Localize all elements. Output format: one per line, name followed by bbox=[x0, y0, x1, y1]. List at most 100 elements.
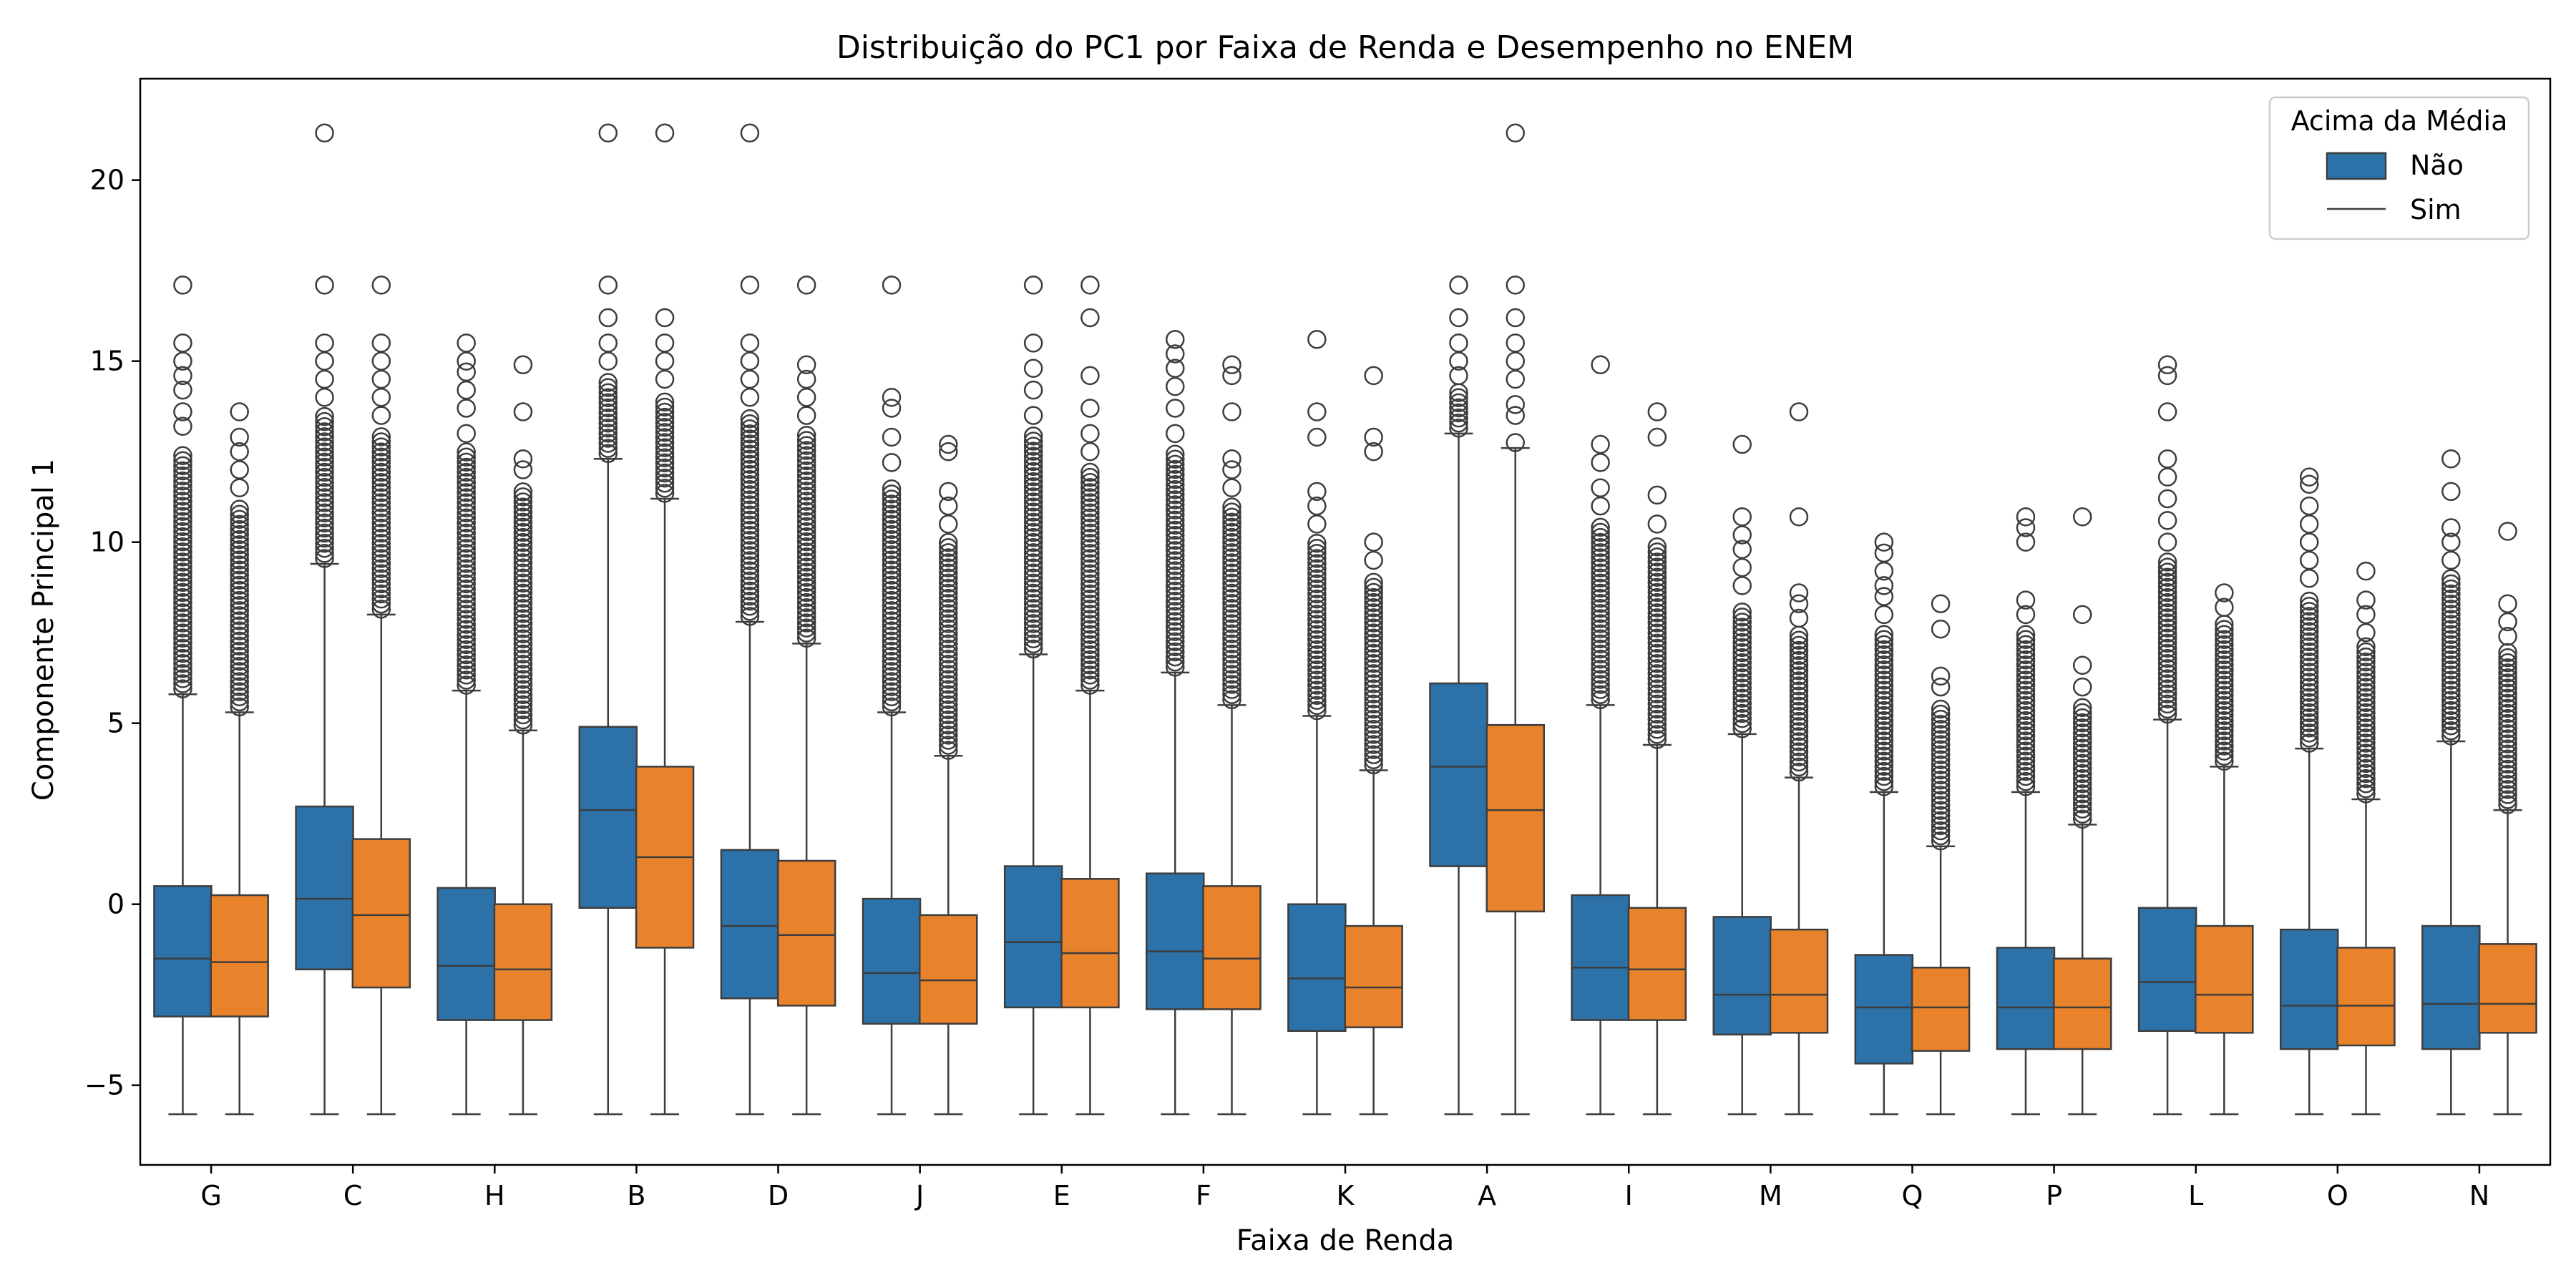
flier-point bbox=[457, 333, 476, 353]
flier-point bbox=[1307, 686, 1327, 705]
flier-point bbox=[513, 568, 533, 588]
flier-point bbox=[2157, 467, 2177, 487]
flier-point bbox=[2299, 693, 2319, 713]
flier-point bbox=[2016, 625, 2036, 644]
flier-point bbox=[457, 362, 476, 382]
flier-point bbox=[2441, 574, 2461, 594]
flier-point bbox=[740, 409, 760, 429]
flier-point bbox=[740, 586, 760, 606]
flier-point bbox=[655, 397, 675, 417]
flier-point bbox=[173, 366, 192, 386]
flier-point bbox=[1166, 632, 1185, 652]
flier-point bbox=[1307, 569, 1327, 589]
flier-point bbox=[230, 626, 249, 645]
flier-point bbox=[2441, 550, 2461, 570]
flier-point bbox=[457, 594, 476, 614]
flier-point bbox=[1307, 584, 1327, 604]
flier-point bbox=[230, 499, 249, 519]
flier-point bbox=[371, 539, 391, 558]
flier-point bbox=[1080, 424, 1100, 444]
flier-point bbox=[1789, 676, 1809, 696]
flier-point bbox=[1222, 502, 1241, 522]
flier-point bbox=[315, 518, 334, 538]
flier-point bbox=[1789, 691, 1809, 711]
flier-point bbox=[1789, 757, 1809, 777]
flier-point bbox=[1789, 661, 1809, 680]
flier-point bbox=[1023, 624, 1043, 643]
box-Sim-K bbox=[1344, 366, 1403, 1116]
flier-point bbox=[315, 472, 334, 492]
flier-point bbox=[371, 600, 391, 619]
flier-point bbox=[740, 414, 760, 434]
flier-point bbox=[315, 369, 334, 389]
flier-point bbox=[371, 589, 391, 609]
flier-point bbox=[1647, 537, 1667, 557]
flier-point bbox=[2498, 724, 2517, 743]
x-tick-label: A bbox=[1478, 1180, 1496, 1211]
flier-point bbox=[939, 609, 958, 628]
flier-point bbox=[2215, 701, 2234, 721]
flier-point bbox=[1874, 670, 1894, 690]
flier-point bbox=[2498, 658, 2517, 678]
flier-point bbox=[1023, 447, 1043, 467]
flier-point bbox=[1080, 670, 1100, 690]
flier-point bbox=[230, 692, 249, 712]
flier-point bbox=[1080, 467, 1100, 487]
flier-point bbox=[1931, 831, 1951, 851]
flier-point bbox=[2072, 748, 2092, 769]
flier-point bbox=[1080, 478, 1100, 497]
flier-point bbox=[1364, 577, 1383, 597]
flier-point bbox=[796, 592, 816, 613]
flier-point bbox=[1364, 623, 1383, 643]
flier-point bbox=[371, 369, 391, 389]
fliers bbox=[2498, 522, 2517, 814]
flier-point bbox=[2157, 557, 2177, 577]
flier-point bbox=[2498, 683, 2517, 703]
flier-point bbox=[371, 513, 391, 533]
flier-point bbox=[1364, 628, 1383, 648]
flier-point bbox=[1591, 434, 1610, 454]
flier-point bbox=[2441, 686, 2461, 705]
flier-point bbox=[1166, 581, 1185, 601]
flier-point bbox=[1080, 544, 1100, 563]
flier-point bbox=[882, 626, 902, 645]
flier-point bbox=[882, 530, 902, 550]
flier-point bbox=[1647, 694, 1667, 714]
flier-point bbox=[2072, 809, 2092, 829]
flier-point bbox=[2072, 728, 2092, 748]
flier-point bbox=[598, 351, 618, 371]
flier-point bbox=[1307, 594, 1327, 614]
box-Sim-F bbox=[1202, 355, 1262, 1116]
flier-point bbox=[2441, 569, 2461, 589]
flier-point bbox=[1874, 587, 1894, 606]
flier-point bbox=[2498, 653, 2517, 673]
flier-point bbox=[1449, 308, 1468, 328]
flier-point bbox=[2157, 628, 2177, 648]
flier-point bbox=[513, 527, 533, 547]
flier-point bbox=[1647, 485, 1667, 505]
flier-point bbox=[1080, 523, 1100, 543]
flier-point bbox=[655, 448, 675, 468]
flier-point bbox=[2299, 622, 2319, 641]
flier-point bbox=[1364, 613, 1383, 633]
flier-point bbox=[2157, 684, 2177, 703]
flier-point bbox=[2016, 518, 2036, 537]
flier-point bbox=[315, 411, 334, 431]
flier-point bbox=[1732, 698, 1752, 718]
flier-point bbox=[939, 685, 958, 704]
flier-point bbox=[1222, 685, 1241, 704]
flier-point bbox=[2072, 763, 2092, 784]
flier-point bbox=[1732, 613, 1752, 632]
flier-point bbox=[598, 419, 618, 438]
flier-point bbox=[2157, 366, 2177, 386]
flier-point bbox=[457, 447, 476, 467]
flier-point bbox=[2215, 716, 2234, 736]
flier-point bbox=[1023, 553, 1043, 572]
flier-point bbox=[1023, 538, 1043, 557]
flier-point bbox=[882, 494, 902, 514]
flier-point bbox=[1591, 496, 1610, 516]
flier-point bbox=[939, 441, 958, 462]
flier-point bbox=[371, 488, 391, 507]
x-tick-label: N bbox=[2469, 1180, 2489, 1211]
flier-point bbox=[740, 541, 760, 560]
